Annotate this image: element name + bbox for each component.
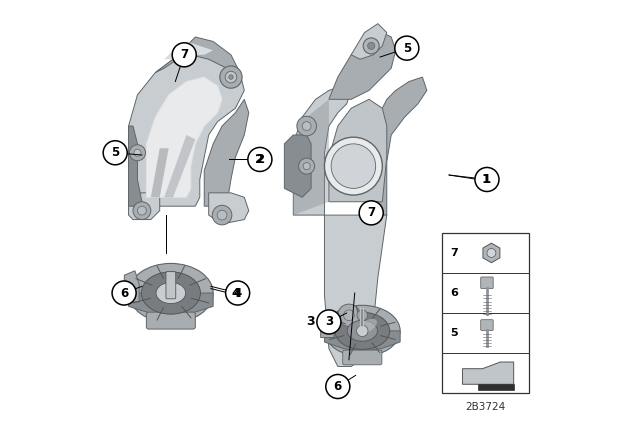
- Text: 3: 3: [306, 315, 315, 328]
- Ellipse shape: [347, 320, 378, 341]
- Bar: [442, 233, 529, 393]
- Ellipse shape: [141, 272, 200, 314]
- Text: 6: 6: [333, 380, 342, 393]
- Polygon shape: [463, 362, 514, 384]
- FancyBboxPatch shape: [481, 320, 493, 331]
- Text: 5: 5: [111, 146, 119, 159]
- Ellipse shape: [324, 305, 400, 357]
- Circle shape: [317, 310, 341, 334]
- Polygon shape: [124, 271, 139, 302]
- Circle shape: [475, 168, 499, 191]
- Circle shape: [297, 116, 316, 136]
- Circle shape: [138, 206, 147, 215]
- Text: 5: 5: [451, 328, 458, 338]
- Circle shape: [359, 201, 383, 225]
- Circle shape: [103, 141, 127, 165]
- FancyBboxPatch shape: [342, 350, 382, 365]
- Circle shape: [303, 163, 310, 170]
- Polygon shape: [329, 99, 387, 202]
- Polygon shape: [164, 42, 213, 59]
- Circle shape: [356, 325, 368, 336]
- Circle shape: [172, 43, 196, 67]
- Text: 6: 6: [451, 288, 458, 298]
- Circle shape: [220, 66, 242, 88]
- Text: 2: 2: [256, 153, 264, 166]
- FancyBboxPatch shape: [481, 277, 493, 289]
- Circle shape: [302, 121, 311, 130]
- Text: 5: 5: [403, 42, 411, 55]
- Circle shape: [324, 137, 382, 195]
- Circle shape: [225, 71, 237, 83]
- Polygon shape: [324, 215, 387, 366]
- Polygon shape: [293, 86, 351, 215]
- Ellipse shape: [156, 282, 186, 304]
- Ellipse shape: [129, 263, 213, 323]
- Polygon shape: [478, 384, 514, 390]
- Circle shape: [133, 202, 151, 220]
- Text: 7: 7: [367, 207, 375, 220]
- Circle shape: [487, 249, 496, 258]
- Circle shape: [226, 281, 250, 305]
- Circle shape: [367, 43, 375, 49]
- Polygon shape: [284, 135, 311, 197]
- Polygon shape: [293, 99, 329, 215]
- Text: 7: 7: [451, 248, 458, 258]
- Circle shape: [344, 310, 355, 321]
- Polygon shape: [329, 33, 396, 99]
- Polygon shape: [373, 77, 427, 215]
- Text: 2: 2: [255, 153, 264, 166]
- Polygon shape: [321, 315, 334, 337]
- Polygon shape: [483, 243, 500, 263]
- Text: 6: 6: [120, 287, 128, 300]
- Polygon shape: [129, 126, 142, 206]
- Circle shape: [331, 144, 376, 188]
- Polygon shape: [129, 193, 160, 220]
- Text: 1: 1: [481, 173, 490, 186]
- Polygon shape: [129, 50, 244, 206]
- Circle shape: [112, 281, 136, 305]
- Polygon shape: [147, 77, 222, 197]
- Circle shape: [338, 304, 360, 327]
- Polygon shape: [351, 24, 387, 59]
- Circle shape: [357, 310, 367, 321]
- Circle shape: [363, 38, 380, 54]
- Polygon shape: [204, 99, 249, 206]
- Circle shape: [299, 158, 315, 174]
- Polygon shape: [156, 37, 240, 73]
- Text: 1: 1: [483, 173, 491, 186]
- Text: 3: 3: [325, 315, 333, 328]
- Circle shape: [248, 147, 272, 172]
- Polygon shape: [151, 148, 168, 197]
- Ellipse shape: [335, 312, 390, 349]
- Circle shape: [326, 375, 350, 399]
- Circle shape: [395, 36, 419, 60]
- FancyBboxPatch shape: [147, 312, 195, 329]
- FancyBboxPatch shape: [166, 271, 176, 299]
- Circle shape: [228, 75, 233, 79]
- Circle shape: [129, 145, 145, 161]
- Circle shape: [217, 210, 227, 220]
- Text: 7: 7: [180, 48, 188, 61]
- Polygon shape: [209, 193, 249, 224]
- Text: 2B3724: 2B3724: [466, 402, 506, 412]
- Polygon shape: [164, 135, 195, 197]
- Polygon shape: [324, 331, 400, 351]
- Ellipse shape: [356, 319, 377, 334]
- Text: 4: 4: [234, 287, 242, 300]
- Circle shape: [212, 205, 232, 225]
- Circle shape: [134, 149, 141, 156]
- Text: 4: 4: [231, 287, 240, 300]
- Polygon shape: [129, 293, 213, 315]
